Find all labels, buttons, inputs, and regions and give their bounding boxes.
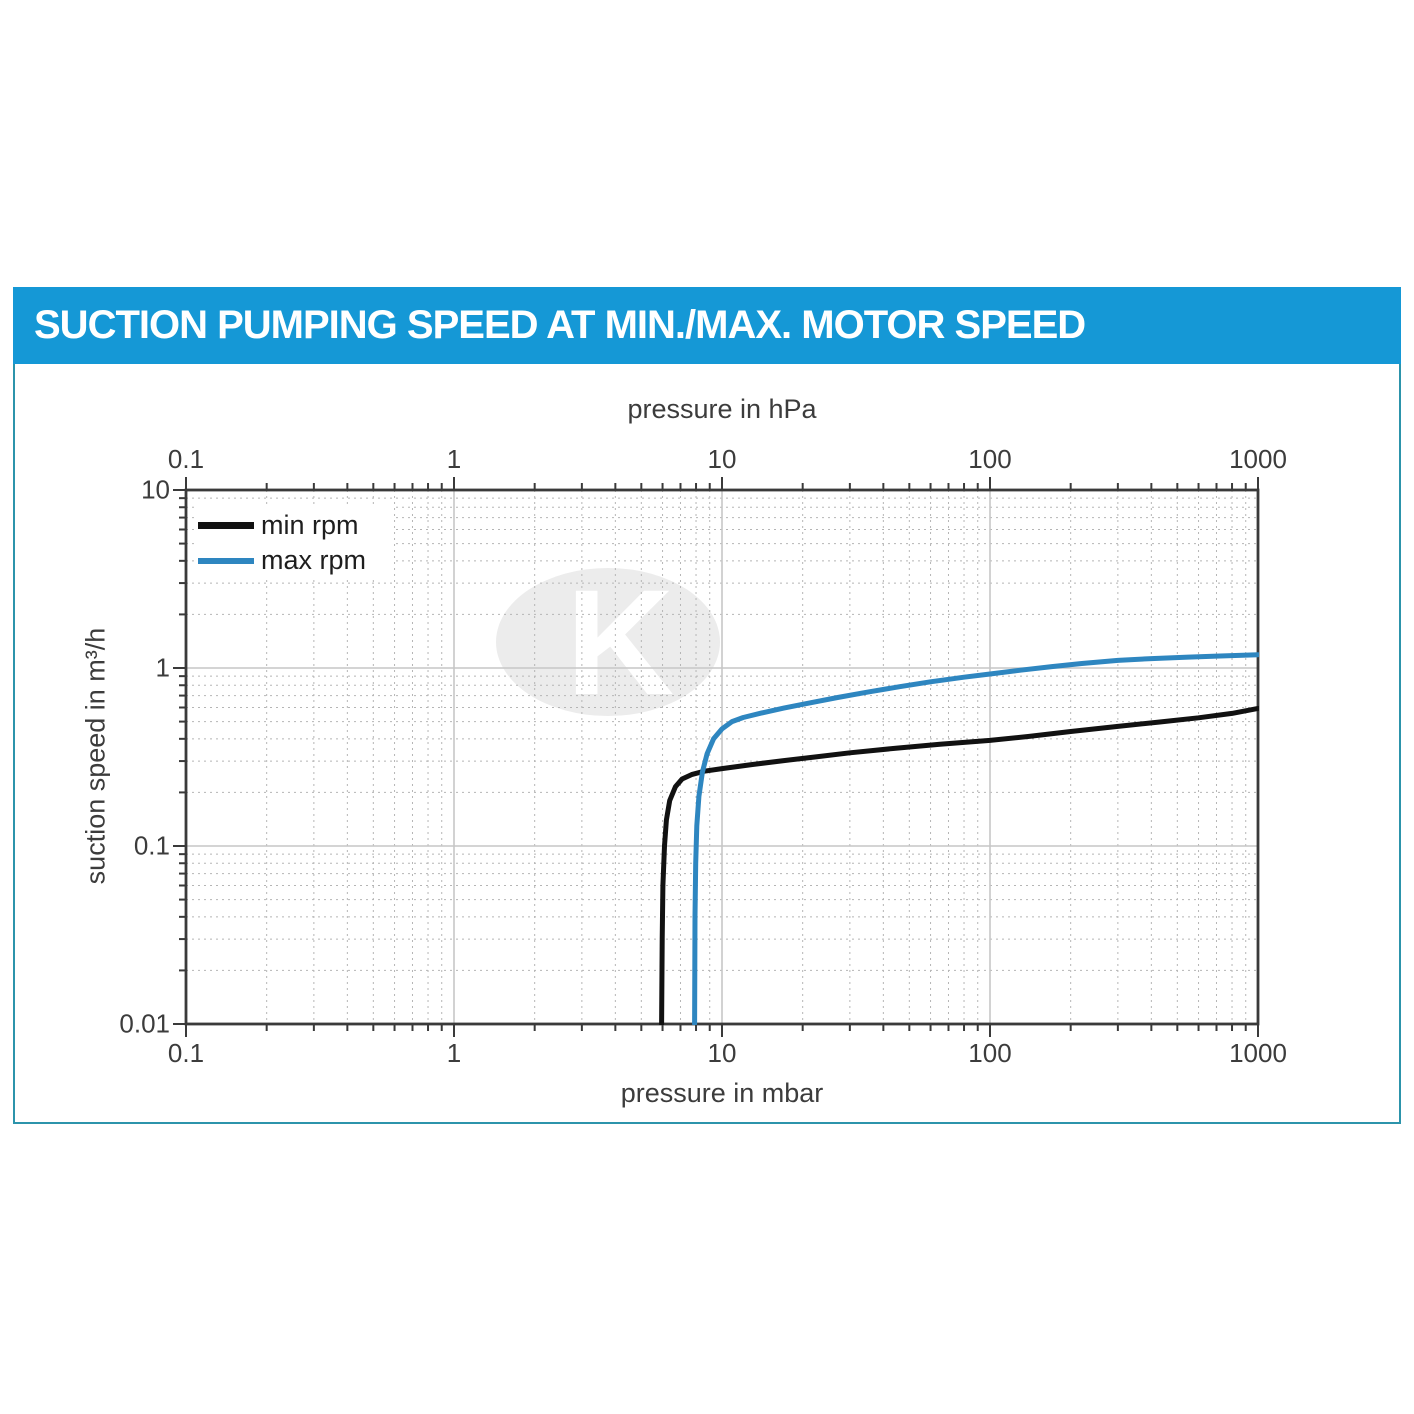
figure-panel <box>13 287 1401 1124</box>
figure-header: SUCTION PUMPING SPEED AT MIN./MAX. MOTOR… <box>13 287 1401 364</box>
figure-title: SUCTION PUMPING SPEED AT MIN./MAX. MOTOR… <box>34 303 1086 347</box>
